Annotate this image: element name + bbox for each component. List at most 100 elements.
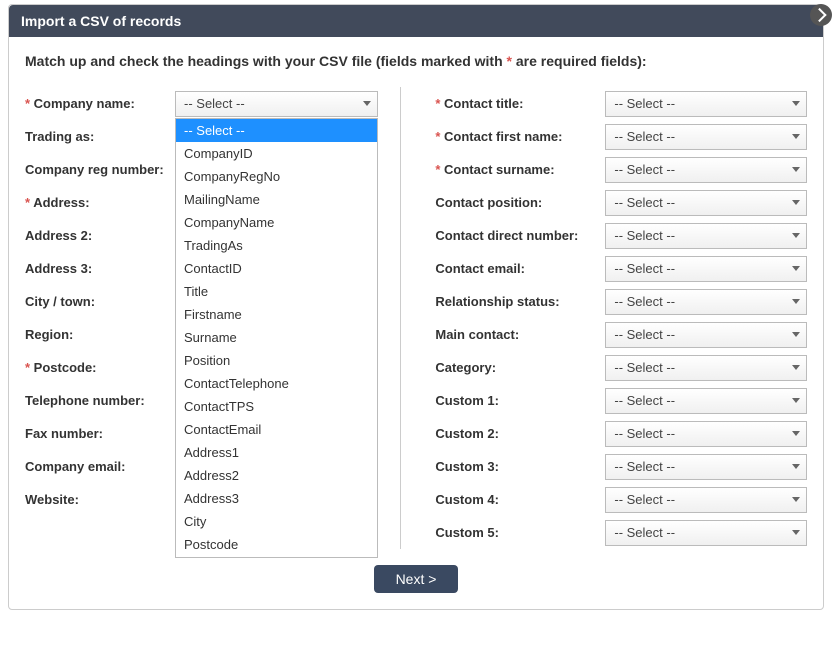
select-value: -- Select -- xyxy=(614,162,675,177)
field-row-contact-direct-number: Contact direct number:-- Select -- xyxy=(435,219,807,252)
field-row-custom-1: Custom 1:-- Select -- xyxy=(435,384,807,417)
label-postcode: * Postcode: xyxy=(25,360,175,375)
label-contact-surname: * Contact surname: xyxy=(435,162,605,177)
label-contact-position: Contact position: xyxy=(435,195,605,210)
chevron-down-icon xyxy=(792,299,800,304)
chevron-down-icon xyxy=(792,497,800,502)
select-value: -- Select -- xyxy=(614,261,675,276)
select-category[interactable]: -- Select -- xyxy=(605,355,807,381)
label-relationship-status: Relationship status: xyxy=(435,294,605,309)
chevron-down-icon xyxy=(792,101,800,106)
dropdown-item[interactable]: CompanyName xyxy=(176,211,377,234)
chevron-down-icon xyxy=(363,101,371,106)
label-company-email: Company email: xyxy=(25,459,175,474)
select-value: -- Select -- xyxy=(614,327,675,342)
field-row-custom-2: Custom 2:-- Select -- xyxy=(435,417,807,450)
chevron-down-icon xyxy=(792,134,800,139)
label-contact-first-name: * Contact first name: xyxy=(435,129,605,144)
chevron-down-icon xyxy=(792,365,800,370)
field-row-custom-4: Custom 4: -- Select -- xyxy=(435,483,807,516)
dropdown-item[interactable]: -- Select -- xyxy=(176,119,377,142)
next-button[interactable]: Next > xyxy=(374,565,459,593)
dropdown-item[interactable]: City xyxy=(176,510,377,533)
select-value: -- Select -- xyxy=(614,459,675,474)
dropdown-item[interactable]: ContactTPS xyxy=(176,395,377,418)
select-contact-surname[interactable]: -- Select -- xyxy=(605,157,807,183)
dropdown-item[interactable]: Surname xyxy=(176,326,377,349)
label-region: Region: xyxy=(25,327,175,342)
select-contact-first-name[interactable]: -- Select -- xyxy=(605,124,807,150)
dialog-content: Match up and check the headings with you… xyxy=(9,37,823,609)
dropdown-item[interactable]: Firstname xyxy=(176,303,377,326)
label-company-name: * Company name: xyxy=(25,96,175,111)
required-marker: * xyxy=(25,360,34,375)
label-custom-5: Custom 5: xyxy=(435,525,605,540)
chevron-down-icon xyxy=(792,332,800,337)
select-custom-5[interactable]: -- Select -- xyxy=(605,520,807,546)
select-relationship-status[interactable]: -- Select -- xyxy=(605,289,807,315)
select-contact-title[interactable]: -- Select -- xyxy=(605,91,807,117)
left-column: * Company name:-- Select ---- Select --C… xyxy=(25,87,400,549)
dropdown-item[interactable]: Position xyxy=(176,349,377,372)
label-city-town: City / town: xyxy=(25,294,175,309)
select-custom-4[interactable]: -- Select -- xyxy=(605,487,807,513)
label-telephone-number: Telephone number: xyxy=(25,393,175,408)
chevron-down-icon xyxy=(792,233,800,238)
field-row-relationship-status: Relationship status:-- Select -- xyxy=(435,285,807,318)
dropdown-item[interactable]: County xyxy=(176,556,377,557)
field-row-company-name: * Company name:-- Select ---- Select --C… xyxy=(25,87,378,120)
select-main-contact[interactable]: -- Select -- xyxy=(605,322,807,348)
field-row-contact-title: * Contact title:-- Select -- xyxy=(435,87,807,120)
select-value: -- Select -- xyxy=(614,360,675,375)
select-value: -- Select -- xyxy=(184,96,245,111)
chevron-down-icon xyxy=(792,200,800,205)
select-contact-position[interactable]: -- Select -- xyxy=(605,190,807,216)
select-company-name[interactable]: -- Select ---- Select --CompanyIDCompany… xyxy=(175,91,378,117)
required-marker: * xyxy=(435,129,444,144)
dropdown-item[interactable]: ContactTelephone xyxy=(176,372,377,395)
select-custom-1[interactable]: -- Select -- xyxy=(605,388,807,414)
select-value: -- Select -- xyxy=(614,492,675,507)
select-contact-email[interactable]: -- Select -- xyxy=(605,256,807,282)
select-custom-3[interactable]: -- Select -- xyxy=(605,454,807,480)
dropdown-item[interactable]: TradingAs xyxy=(176,234,377,257)
select-value: -- Select -- xyxy=(614,525,675,540)
label-company-reg-number: Company reg number: xyxy=(25,162,175,177)
field-row-custom-5: Custom 5: -- Select -- xyxy=(435,516,807,549)
corner-expand-icon[interactable] xyxy=(810,4,832,26)
label-contact-email: Contact email: xyxy=(435,261,605,276)
dropdown-item[interactable]: CompanyRegNo xyxy=(176,165,377,188)
label-contact-direct-number: Contact direct number: xyxy=(435,228,605,243)
label-custom-4: Custom 4: xyxy=(435,492,605,507)
dropdown-item[interactable]: ContactEmail xyxy=(176,418,377,441)
label-address-3: Address 3: xyxy=(25,261,175,276)
required-marker: * xyxy=(25,96,34,111)
dropdown-item[interactable]: Address1 xyxy=(176,441,377,464)
dropdown-item[interactable]: Address3 xyxy=(176,487,377,510)
required-marker: * xyxy=(435,96,444,111)
select-custom-2[interactable]: -- Select -- xyxy=(605,421,807,447)
label-category: Category: xyxy=(435,360,605,375)
dropdown-item[interactable]: MailingName xyxy=(176,188,377,211)
field-row-category: Category: -- Select -- xyxy=(435,351,807,384)
dropdown-scroll[interactable]: -- Select --CompanyIDCompanyRegNoMailing… xyxy=(176,119,377,557)
field-row-custom-3: Custom 3:-- Select -- xyxy=(435,450,807,483)
dropdown-item[interactable]: CompanyID xyxy=(176,142,377,165)
right-column: * Contact title:-- Select --* Contact fi… xyxy=(400,87,807,549)
select-contact-direct-number[interactable]: -- Select -- xyxy=(605,223,807,249)
dropdown-item[interactable]: Postcode xyxy=(176,533,377,556)
label-trading-as: Trading as: xyxy=(25,129,175,144)
dropdown-list: -- Select --CompanyIDCompanyRegNoMailing… xyxy=(175,118,378,558)
dropdown-item[interactable]: ContactID xyxy=(176,257,377,280)
chevron-down-icon xyxy=(792,464,800,469)
field-row-contact-first-name: * Contact first name:-- Select -- xyxy=(435,120,807,153)
chevron-down-icon xyxy=(792,266,800,271)
required-marker: * xyxy=(25,195,33,210)
label-fax-number: Fax number: xyxy=(25,426,175,441)
label-address: * Address: xyxy=(25,195,175,210)
dropdown-item[interactable]: Title xyxy=(176,280,377,303)
dialog-title: Import a CSV of records xyxy=(9,5,823,37)
field-row-main-contact: Main contact:-- Select -- xyxy=(435,318,807,351)
select-value: -- Select -- xyxy=(614,96,675,111)
dropdown-item[interactable]: Address2 xyxy=(176,464,377,487)
